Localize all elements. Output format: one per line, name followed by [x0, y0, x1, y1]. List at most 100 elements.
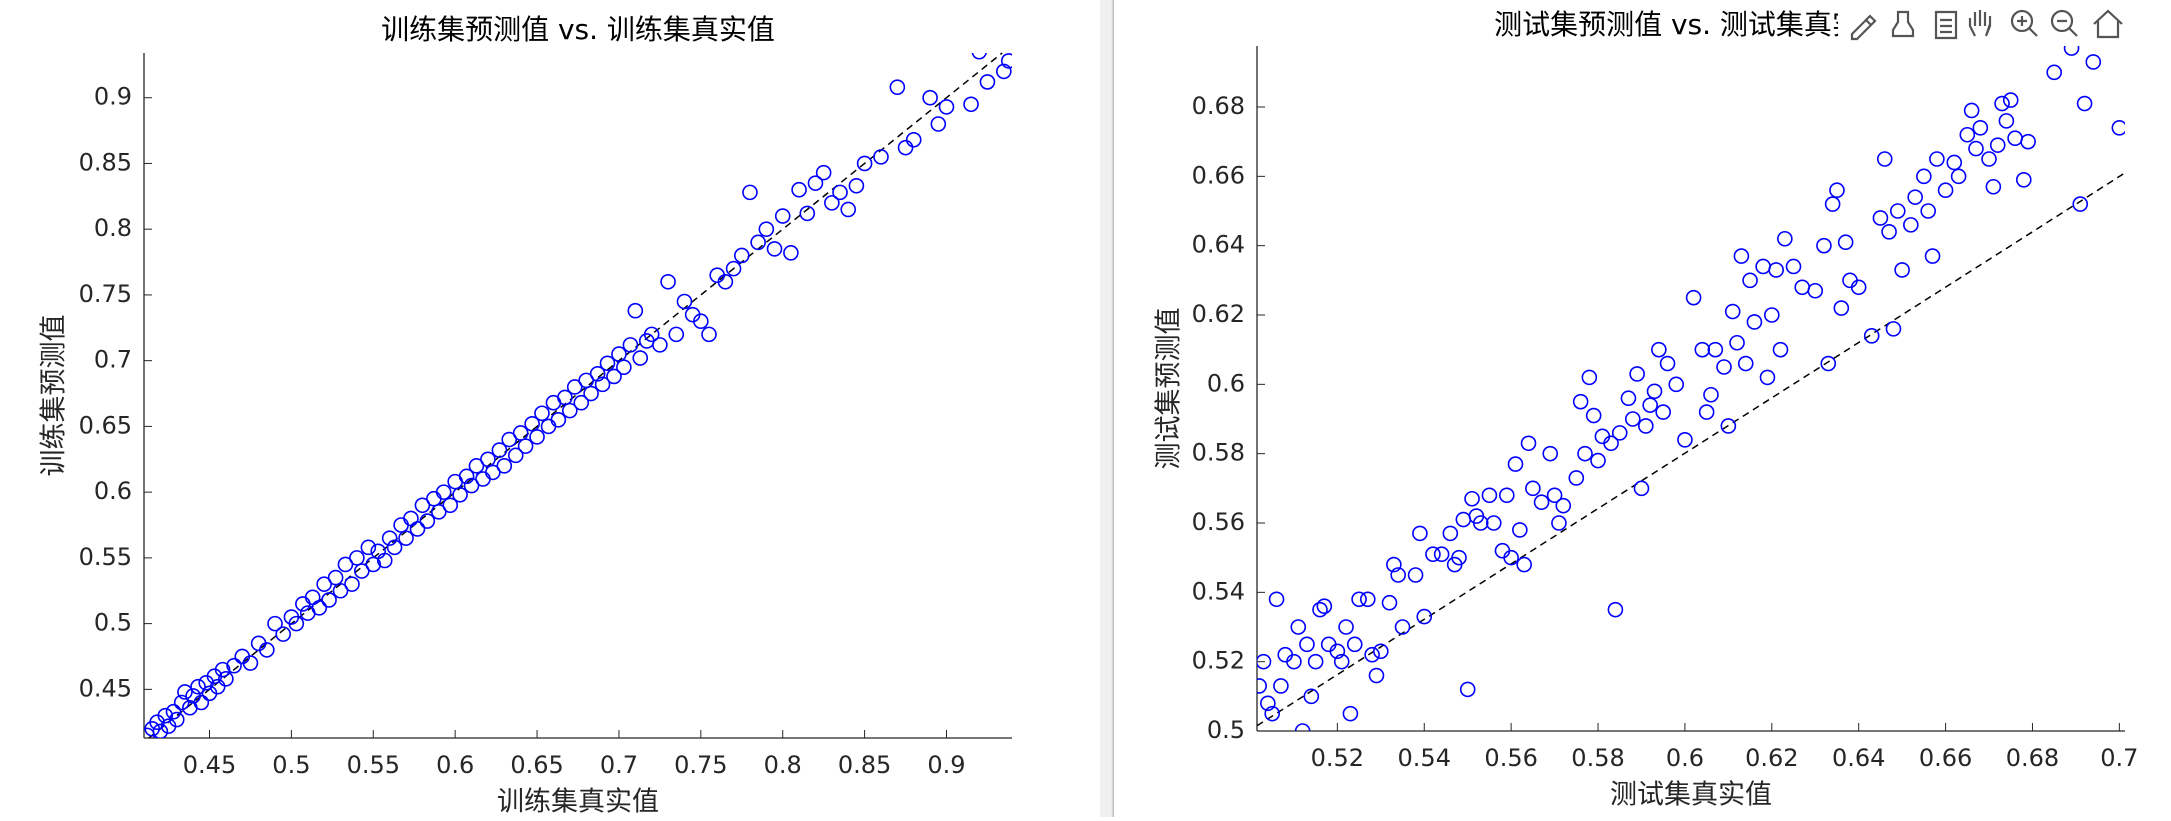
- point: [1833, 300, 1850, 316]
- point: [1633, 480, 1650, 497]
- point: [1394, 619, 1411, 635]
- point: [190, 678, 206, 695]
- point: [1903, 217, 1919, 233]
- axes-toolbar[interactable]: [1838, 4, 2128, 46]
- point: [979, 74, 996, 90]
- data-tips-tool[interactable]: [1934, 10, 1958, 40]
- x-tick-label: 0.75: [674, 751, 727, 779]
- point: [501, 431, 518, 448]
- point: [376, 552, 393, 569]
- point: [435, 484, 452, 500]
- point: [1768, 262, 1784, 278]
- point: [321, 592, 337, 608]
- point: [1290, 619, 1307, 635]
- point: [1929, 151, 1945, 167]
- point: [1525, 480, 1541, 497]
- y-tick-label: 0.9: [94, 83, 132, 111]
- point: [259, 642, 275, 658]
- point: [327, 569, 344, 586]
- point: [1937, 182, 1954, 199]
- point: [733, 247, 750, 264]
- x-tick-label: 0.8: [764, 751, 802, 779]
- point: [1000, 53, 1012, 69]
- point: [1829, 182, 1845, 199]
- y-tick-label: 0.85: [79, 148, 132, 176]
- x-tick-label: 0.64: [1832, 744, 1885, 772]
- point: [1381, 594, 1398, 611]
- point: [1920, 203, 1937, 219]
- point: [214, 661, 231, 678]
- point: [1638, 418, 1654, 434]
- point: [1777, 230, 1793, 247]
- point: [2072, 196, 2089, 212]
- point: [1916, 168, 1932, 185]
- point: [742, 184, 758, 201]
- point: [1268, 591, 1285, 608]
- point: [606, 368, 622, 385]
- point: [1333, 653, 1350, 670]
- point: [1716, 359, 1732, 375]
- y-tick-label: 0.65: [79, 411, 132, 439]
- point: [1807, 282, 1824, 299]
- point: [332, 582, 349, 599]
- point: [1257, 653, 1272, 670]
- point: [1655, 404, 1671, 420]
- brush-tool[interactable]: [1891, 10, 1915, 38]
- edit-tool[interactable]: [1850, 14, 1877, 41]
- point: [173, 694, 190, 711]
- home-tool[interactable]: [2093, 9, 2123, 39]
- point: [1359, 591, 1376, 608]
- point: [1885, 321, 1902, 337]
- x-tick-label: 0.6: [436, 751, 474, 779]
- point: [1312, 601, 1328, 618]
- point: [1816, 237, 1832, 254]
- point: [1737, 355, 1754, 372]
- point: [1264, 705, 1281, 722]
- y-tick-label: 0.6: [1207, 369, 1245, 397]
- point: [524, 415, 540, 432]
- zoom-out-tool[interactable]: [2050, 9, 2078, 37]
- point: [1742, 272, 1758, 289]
- point: [1442, 525, 1459, 542]
- point: [365, 556, 382, 573]
- point: [897, 139, 914, 156]
- point: [1555, 497, 1572, 514]
- zoom-in-tool[interactable]: [2010, 9, 2038, 37]
- point: [1611, 425, 1628, 441]
- point: [491, 442, 508, 458]
- point: [2002, 92, 2019, 108]
- point: [1260, 695, 1276, 712]
- point: [1581, 369, 1598, 386]
- point: [1607, 601, 1624, 618]
- plot-area: [144, 53, 1012, 738]
- point: [452, 486, 468, 503]
- x-tick-label: 0.52: [1311, 744, 1364, 772]
- point: [938, 99, 955, 115]
- point: [1998, 113, 2015, 129]
- point: [971, 53, 987, 60]
- point: [1850, 279, 1867, 296]
- point: [774, 208, 791, 224]
- point: [1329, 643, 1346, 660]
- point: [1307, 653, 1324, 670]
- point: [430, 504, 447, 520]
- point: [480, 451, 496, 468]
- point: [1485, 515, 1502, 531]
- point: [1989, 137, 2006, 153]
- point: [668, 326, 685, 343]
- point: [1512, 522, 1528, 538]
- y-tick-label: 0.7: [94, 346, 132, 374]
- point: [275, 626, 292, 642]
- point: [1464, 490, 1480, 507]
- point: [1659, 355, 1676, 372]
- point: [2015, 172, 2032, 188]
- point: [783, 245, 799, 261]
- pan-tool[interactable]: [1968, 10, 1992, 37]
- point: [1346, 636, 1363, 653]
- point: [643, 326, 660, 343]
- point: [1759, 369, 1776, 386]
- point: [2085, 54, 2102, 70]
- point: [316, 576, 332, 592]
- point: [496, 458, 513, 474]
